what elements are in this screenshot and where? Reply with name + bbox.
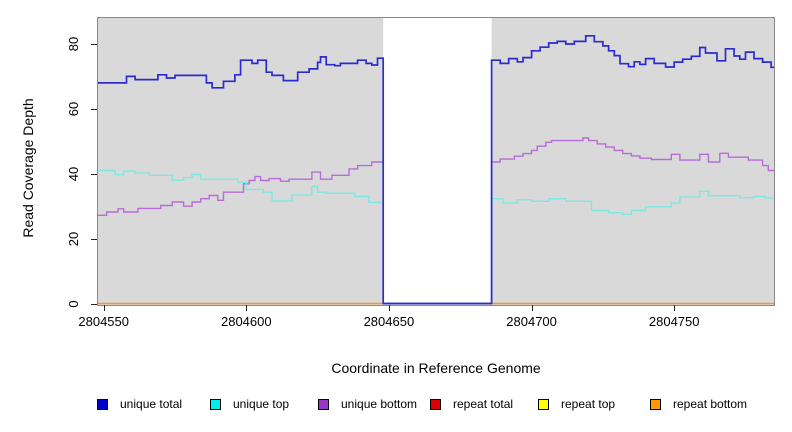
x-tick-label: 2804750 xyxy=(648,314,700,329)
y-axis-title: Read Coverage Depth xyxy=(20,98,36,238)
legend-label: unique bottom xyxy=(341,397,418,411)
legend-swatch-icon xyxy=(318,399,329,410)
x-tick-mark xyxy=(674,305,676,311)
legend-label: unique total xyxy=(120,397,183,411)
legend-label: repeat bottom xyxy=(673,397,748,411)
legend-swatch-icon xyxy=(650,399,661,410)
legend-label: repeat top xyxy=(561,397,616,411)
legend-label: unique top xyxy=(233,397,290,411)
x-tick-label: 2804600 xyxy=(220,314,272,329)
legend-swatch-icon xyxy=(210,399,221,410)
x-tick-label: 2804700 xyxy=(506,314,557,329)
y-tick-label: 40 xyxy=(66,166,81,181)
y-tick-mark xyxy=(91,238,97,240)
masked-region xyxy=(383,18,492,304)
legend-swatch-icon xyxy=(97,399,108,410)
x-tick-label: 2804550 xyxy=(78,314,129,329)
y-tick-label: 80 xyxy=(66,36,81,52)
plot-area xyxy=(97,17,775,306)
y-tick-label: 20 xyxy=(66,231,81,246)
legend-swatch-icon xyxy=(538,399,549,410)
y-tick-mark xyxy=(91,44,97,45)
legend-swatch-icon xyxy=(430,399,441,410)
legend-label: repeat total xyxy=(453,397,514,411)
x-tick-mark xyxy=(103,305,105,311)
y-tick-label: 0 xyxy=(66,299,81,308)
y-tick-label: 60 xyxy=(66,101,81,117)
y-tick-mark xyxy=(91,303,97,305)
x-tick-label: 2804650 xyxy=(363,314,415,329)
x-tick-mark xyxy=(388,305,390,311)
series-line-unique-total xyxy=(98,34,774,305)
x-tick-mark xyxy=(246,305,248,311)
plot-svg xyxy=(98,18,774,305)
x-axis-title: Coordinate in Reference Genome xyxy=(331,360,541,376)
y-tick-mark xyxy=(91,108,97,110)
y-tick-mark xyxy=(91,173,97,175)
legend: unique total unique top unique bottom repea… xyxy=(0,397,792,417)
x-tick-mark xyxy=(531,305,533,311)
